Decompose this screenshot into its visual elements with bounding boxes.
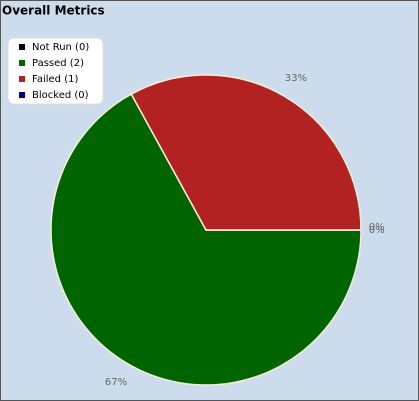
legend-label: Passed (2) — [32, 58, 84, 69]
pie: 0%67%33%0% — [50, 73, 385, 388]
slice-label: 67% — [105, 377, 127, 388]
legend-swatch — [19, 76, 25, 82]
legend-swatch — [19, 92, 25, 98]
legend-label: Failed (1) — [32, 74, 78, 85]
legend-label: Blocked (0) — [32, 90, 89, 101]
pie-slice — [130, 74, 362, 231]
legend-swatch — [19, 44, 25, 50]
slice-label: 0% — [369, 222, 385, 233]
legend — [7, 37, 104, 105]
slice-label: 33% — [285, 73, 307, 84]
pie-slice — [50, 93, 362, 386]
legend-swatch — [19, 60, 25, 66]
legend-label: Not Run (0) — [32, 42, 89, 53]
chart-title: Overall Metrics — [2, 4, 105, 18]
legend-items: Not Run (0) Passed (2) Failed (1) Blocked (… — [19, 42, 89, 101]
slice-label: 0% — [369, 225, 385, 236]
